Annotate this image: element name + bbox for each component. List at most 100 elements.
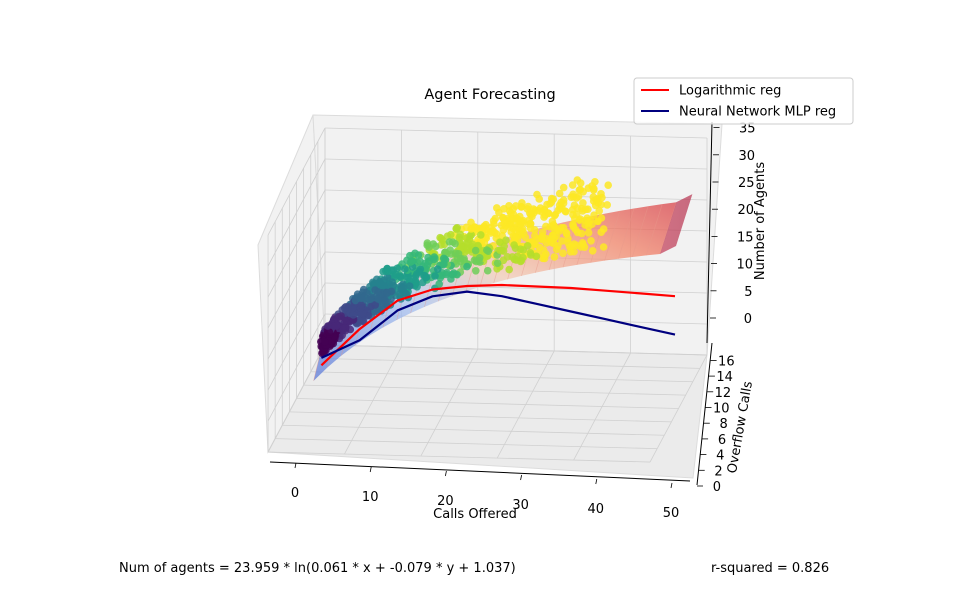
scatter-point (483, 266, 492, 275)
scatter-point (535, 243, 544, 252)
surface-mesh-line (410, 270, 423, 314)
scatter-point (470, 256, 479, 265)
scatter-point (572, 194, 581, 202)
y-tick-label: 16 (718, 354, 735, 369)
scatter-point (490, 220, 498, 228)
scatter-point (357, 301, 365, 310)
scatter-point (482, 234, 491, 242)
scatter-point (381, 296, 389, 304)
scatter-point (592, 196, 600, 204)
grid-line (267, 313, 326, 422)
scatter-point (388, 278, 397, 287)
scatter-point (526, 249, 535, 257)
scatter-point (502, 236, 510, 244)
surface-mesh-line (645, 204, 663, 256)
scatter-point (351, 296, 360, 305)
grid-line (296, 398, 679, 409)
scatter-point (573, 176, 582, 184)
scatter-point (588, 220, 596, 228)
legend-label-mlp: Neural Network MLP reg (679, 105, 836, 120)
scatter-point (450, 269, 458, 277)
scatter-point (548, 217, 557, 226)
scatter-point (587, 237, 595, 245)
grid-line (268, 451, 651, 463)
scatter-point (416, 265, 425, 274)
z-tick-label: 20 (737, 203, 754, 218)
scatter-point (431, 272, 439, 280)
scatter-point (359, 285, 368, 294)
scatter-point (508, 215, 517, 223)
surface-mesh-line (631, 206, 649, 258)
scatter-point (452, 225, 461, 233)
scatter-point (604, 181, 612, 189)
x-tick-mark (595, 478, 598, 485)
scatter-point (443, 269, 451, 277)
grid-line (317, 357, 700, 369)
grid-line (324, 189, 708, 201)
scatter-point (443, 232, 452, 240)
legend-label-log: Logarithmic reg (679, 84, 781, 99)
scatter-point (435, 280, 444, 288)
scatter-point (340, 304, 349, 312)
x-tick-mark (369, 466, 372, 473)
scatter-point (383, 273, 392, 282)
scatter-point (526, 209, 534, 218)
scatter-point (554, 242, 562, 250)
grid-line (267, 189, 326, 298)
grid-lines (267, 127, 708, 463)
z-tick-label: 25 (738, 176, 755, 191)
y-axis-line (696, 342, 713, 486)
scatter-point (332, 322, 341, 330)
grid-line (324, 127, 708, 139)
grid-line (324, 344, 708, 356)
scatter-point (492, 230, 501, 238)
scatter-point (559, 183, 568, 192)
scatter-point (401, 265, 409, 273)
surface-edge (660, 194, 693, 255)
z-tick-label: 30 (738, 149, 755, 164)
scatter-point (493, 259, 502, 268)
scatter-point (484, 247, 493, 255)
x-tick-label: 40 (588, 502, 605, 517)
scatter-point (542, 239, 551, 247)
scatter-point (416, 257, 424, 266)
scatter-point (559, 249, 567, 257)
scatter-point (597, 190, 605, 198)
grid-line (282, 424, 665, 436)
scatter-point (325, 328, 334, 336)
z-axis-label: Number of Agents (753, 162, 768, 280)
scatter-point (433, 265, 442, 274)
scatter-point (467, 231, 476, 239)
scatter-point (414, 251, 423, 259)
scatter-point (538, 208, 546, 216)
scatter-point (569, 221, 577, 230)
scatter-point (568, 181, 577, 189)
x-tick-mark (294, 462, 297, 469)
z-tick-label: 10 (736, 258, 753, 273)
scatter-point (500, 205, 508, 213)
scatter-point (555, 189, 564, 198)
x-tick-mark (520, 474, 522, 481)
scatter-point (510, 241, 518, 249)
scatter-point (533, 190, 541, 199)
grid-line (303, 384, 686, 396)
y-tick-label: 12 (715, 386, 732, 401)
scatter-point (566, 248, 575, 256)
scatter-point (500, 242, 509, 251)
scatter-point (406, 251, 414, 260)
scatter-point (324, 322, 332, 330)
scatter-point (436, 233, 444, 242)
grid-line (267, 127, 326, 236)
grid-line (289, 411, 672, 423)
scatter-point (509, 205, 517, 213)
scatter-point (558, 237, 566, 245)
equation-text: Num of agents = 23.959 * ln(0.061 * x + … (119, 561, 516, 576)
scatter-point (503, 252, 512, 261)
scatter-point (567, 242, 576, 250)
scatter-point (555, 201, 564, 210)
scatter-point (440, 260, 448, 268)
r-squared-text: r-squared = 0.826 (711, 561, 829, 576)
grid-line (267, 344, 326, 453)
